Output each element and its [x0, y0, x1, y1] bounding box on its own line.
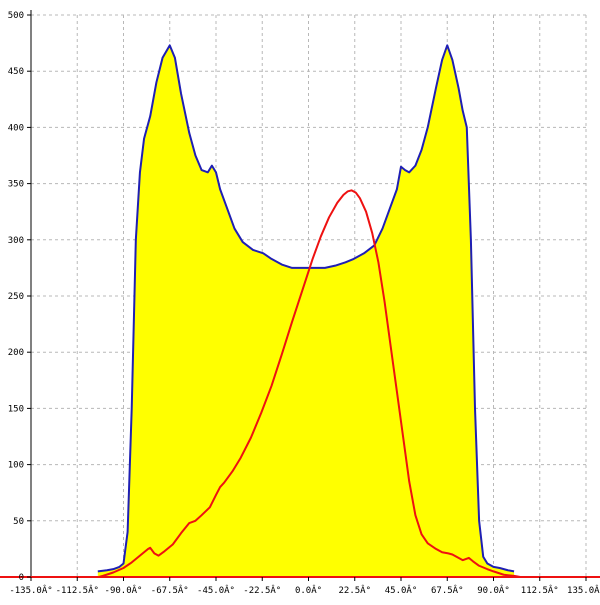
y-tick-label: 500 [8, 11, 24, 21]
axis-layer [0, 10, 600, 578]
y-tick-label: 0 [19, 573, 24, 583]
y-tick-label: 150 [8, 404, 24, 414]
tick-layer: 0 50 100 150 200 250 300 350 400 450 500 -135.0Â° -1… [8, 11, 600, 596]
x-tick-label: -90.0Â° [105, 584, 143, 596]
y-tick-label: 200 [8, 348, 24, 358]
x-tick-label: 67.5Â° [431, 584, 464, 596]
x-tick-label: 112.5Â° [521, 584, 559, 596]
series-0-line [97, 44, 515, 573]
x-tick-label: 135.0Â° [567, 584, 600, 596]
series-layer [20, 44, 597, 578]
series-0-area [97, 45, 515, 578]
x-tick-label: -135.0Â° [9, 584, 52, 596]
x-tick-label: -67.5Â° [151, 584, 189, 596]
x-tick-label: 90.0Â° [477, 584, 510, 596]
x-tick-label: 22.5Â° [338, 584, 371, 596]
y-tick-label: 300 [8, 236, 24, 246]
x-tick-label: 45.0Â° [385, 584, 418, 596]
x-tick-label: -45.0Â° [197, 584, 235, 596]
x-tick-label: -112.5Â° [56, 584, 99, 596]
x-tick-label: -22.5Â° [243, 584, 281, 596]
y-tick-label: 100 [8, 461, 24, 471]
y-tick-label: 450 [8, 67, 24, 77]
x-tick-label: 0.0Â° [295, 584, 322, 596]
series-1-line [20, 189, 597, 578]
y-tick-label: 350 [8, 180, 24, 190]
y-tick-label: 50 [13, 517, 24, 527]
y-tick-label: 250 [8, 292, 24, 302]
y-tick-label: 400 [8, 123, 24, 133]
